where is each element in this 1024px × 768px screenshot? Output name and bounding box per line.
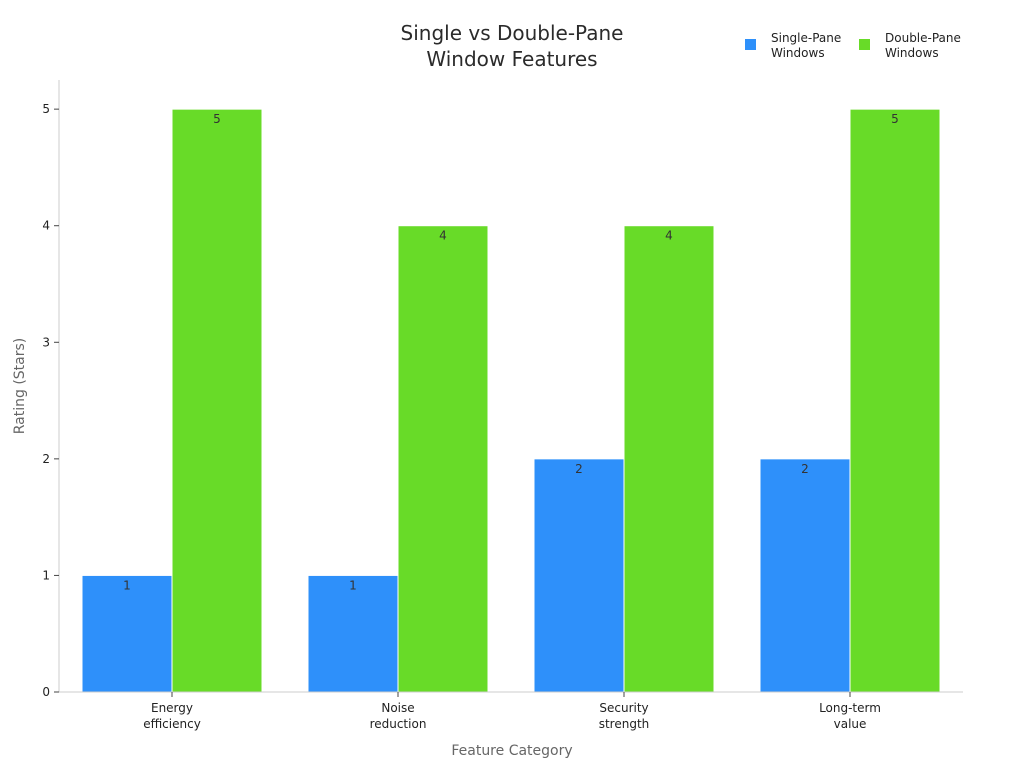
x-tick-label: Long-term (819, 701, 881, 715)
x-axis-title: Feature Category (451, 743, 572, 759)
y-tick-label: 3 (42, 335, 50, 349)
bar (171, 108, 263, 693)
x-tick-label: reduction (370, 717, 427, 731)
data-label: 1 (123, 578, 131, 592)
bar (533, 458, 625, 693)
data-label: 4 (439, 229, 447, 243)
x-tick-label: value (834, 717, 867, 731)
bar (81, 574, 173, 693)
y-tick-label: 5 (42, 102, 50, 116)
legend-swatch (859, 39, 870, 50)
y-tick-label: 1 (42, 568, 50, 582)
y-tick-label: 4 (42, 219, 50, 233)
chart-title-line-1: Single vs Double-Pane (401, 21, 624, 45)
legend-label: Single-Pane (771, 31, 841, 45)
x-tick-label: efficiency (143, 717, 201, 731)
x-tick-label: Noise (381, 701, 414, 715)
chart-title-line-2: Window Features (426, 47, 597, 71)
data-label: 2 (575, 462, 583, 476)
y-tick-label: 2 (42, 452, 50, 466)
legend-label: Windows (885, 46, 939, 60)
x-axis-labels: Energy efficiency Noise reduction Security st… (143, 692, 881, 731)
x-tick-label: strength (599, 717, 650, 731)
y-tick-label: 0 (42, 685, 50, 699)
data-label: 2 (801, 462, 809, 476)
data-label: 4 (665, 229, 673, 243)
data-label: 5 (213, 112, 221, 126)
y-axis-ticks: 0 1 2 3 4 5 (42, 102, 59, 699)
x-tick-label: Energy (151, 701, 193, 715)
bar (623, 225, 715, 693)
bar (397, 225, 489, 693)
bar (849, 108, 941, 693)
data-labels: 1 5 1 4 2 4 2 5 (123, 112, 899, 592)
chart-title: Single vs Double-Pane Window Features (401, 21, 624, 71)
plot-area: 1 5 1 4 2 4 2 5 0 1 2 3 4 5 Energy efficiency Noise red… (42, 80, 963, 731)
bar (759, 458, 851, 693)
x-tick-label: Security (599, 701, 648, 715)
bars (81, 108, 941, 693)
data-label: 5 (891, 112, 899, 126)
data-label: 1 (349, 578, 357, 592)
bar (307, 574, 399, 693)
y-axis-title: Rating (Stars) (12, 338, 28, 435)
legend-swatch (745, 39, 756, 50)
legend-label: Windows (771, 46, 825, 60)
legend-label: Double-Pane (885, 31, 961, 45)
